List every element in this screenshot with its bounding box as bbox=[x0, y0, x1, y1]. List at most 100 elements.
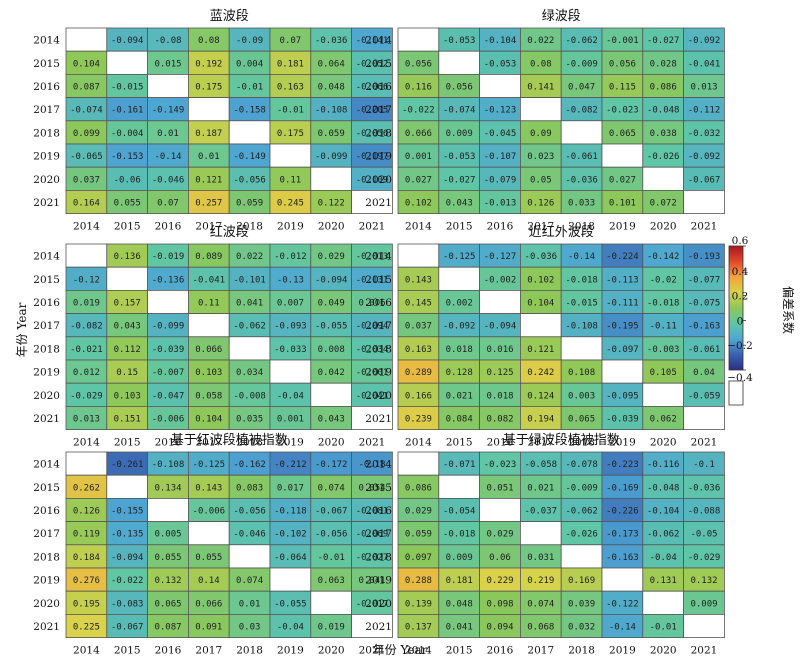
cell-value-label: 0.002 bbox=[446, 299, 473, 309]
x-tick-label: 2015 bbox=[446, 221, 473, 233]
cell-value-label: 0.029 bbox=[318, 252, 345, 262]
panel-title: 基于绿波段植被指数 bbox=[503, 433, 620, 448]
cell-value-label: 0.001 bbox=[277, 415, 304, 425]
cell-value-label: -0.104 bbox=[647, 507, 680, 517]
colorbar-tick-label: 0.4 bbox=[732, 266, 749, 278]
cell-value-label: -0.018 bbox=[565, 275, 598, 285]
x-tick-label: 2020 bbox=[318, 221, 345, 233]
cell-value-label: 0.219 bbox=[527, 576, 554, 586]
heatmap-cell-empty bbox=[601, 359, 644, 384]
cell-value-label: -0.013 bbox=[484, 199, 517, 209]
y-tick-label: 2015 bbox=[365, 58, 392, 70]
cell-value-label: 0.184 bbox=[73, 553, 100, 563]
cell-value-label: 0.034 bbox=[236, 368, 263, 378]
cell-value-label: 0.126 bbox=[527, 199, 554, 209]
cell-value-label: 0.056 bbox=[609, 59, 636, 69]
cell-value-label: -0.108 bbox=[315, 106, 348, 116]
cell-value-label: 0.11 bbox=[198, 299, 220, 309]
cell-value-label: -0.163 bbox=[606, 553, 639, 563]
colorbar: 0.60.40.20−0.2−0.4 bbox=[727, 235, 753, 406]
cell-value-label: -0.118 bbox=[274, 507, 307, 517]
cell-value-label: 0.089 bbox=[195, 252, 222, 262]
cell-value-label: -0.163 bbox=[688, 322, 721, 332]
cell-value-label: -0.048 bbox=[647, 106, 680, 116]
y-tick-label: 2021 bbox=[365, 413, 392, 425]
cell-value-label: -0.226 bbox=[606, 507, 639, 517]
x-tick-label: 2014 bbox=[405, 221, 432, 233]
heatmap-cell-empty bbox=[560, 544, 603, 569]
cell-value-label: -0.036 bbox=[565, 175, 598, 185]
heatmap-cell-empty bbox=[187, 97, 230, 122]
cell-value-label: -0.1 bbox=[693, 460, 715, 470]
cell-value-label: 0.007 bbox=[277, 299, 304, 309]
x-tick-label: 2017 bbox=[195, 645, 222, 657]
cell-value-label: 0.181 bbox=[446, 576, 473, 586]
cell-value-label: 0.102 bbox=[527, 275, 554, 285]
cell-value-label: -0.155 bbox=[111, 507, 144, 517]
cell-value-label: 0.175 bbox=[195, 83, 222, 93]
x-tick-label: 2016 bbox=[487, 221, 514, 233]
cell-value-label: 0.132 bbox=[690, 576, 717, 586]
cell-value-label: -0.039 bbox=[606, 415, 639, 425]
y-tick-label: 2021 bbox=[33, 621, 60, 633]
cell-value-label: 0.08 bbox=[530, 59, 552, 69]
heatmap-cell-empty bbox=[147, 74, 189, 99]
cell-value-label: 0.169 bbox=[568, 576, 595, 586]
cell-value-label: 0.021 bbox=[446, 391, 473, 401]
cell-value-label: 0.289 bbox=[405, 368, 432, 378]
heatmap-panel: 近红外波段 -0.125 -0.127 -0.036 -0.14 -0.224 -0.142… bbox=[365, 224, 725, 449]
cell-value-label: 0.194 bbox=[527, 415, 554, 425]
y-tick-label: 2014 bbox=[365, 459, 392, 471]
cell-value-label: -0.055 bbox=[315, 322, 348, 332]
cell-value-label: -0.135 bbox=[111, 530, 144, 540]
cell-value-label: 0.006 bbox=[358, 299, 385, 309]
y-tick-label: 2020 bbox=[365, 174, 392, 186]
y-tick-label: 2021 bbox=[33, 413, 60, 425]
x-tick-label: 2019 bbox=[609, 437, 636, 449]
cell-value-label: -0.015 bbox=[565, 299, 598, 309]
cell-value-label: -0.123 bbox=[484, 106, 517, 116]
x-tick-label: 2018 bbox=[236, 221, 263, 233]
cell-value-label: 0.043 bbox=[114, 322, 141, 332]
cell-value-label: -0.223 bbox=[606, 460, 639, 470]
cell-value-label: 0.11 bbox=[280, 175, 302, 185]
heatmap-panel: 基于绿波段植被指数-0.071 -0.023 -0.058 -0.078 -0.223-… bbox=[365, 433, 725, 657]
y-tick-label: 2017 bbox=[365, 320, 392, 332]
heatmap-cell-empty bbox=[642, 382, 684, 407]
cell-value-label: 0.017 bbox=[277, 483, 304, 493]
heatmap-cell-empty bbox=[228, 120, 271, 145]
heatmap-cell-empty bbox=[269, 359, 312, 384]
cell-value-label: -0.094 bbox=[484, 322, 517, 332]
heatmap-cell-empty bbox=[310, 166, 352, 191]
cell-value-label: 0.136 bbox=[114, 252, 141, 262]
cell-value-label: -0.027 bbox=[647, 36, 680, 46]
cell-value-label: 0.099 bbox=[73, 129, 100, 139]
heatmap-cell-empty bbox=[397, 243, 440, 268]
cell-value-label: -0.094 bbox=[111, 36, 144, 46]
x-tick-label: 2018 bbox=[236, 645, 263, 657]
heatmap-panel: 绿波段 -0.053 -0.104 0.022 -0.062 -0.001 -0.027 -0… bbox=[365, 9, 725, 233]
cell-value-label: 0.157 bbox=[114, 299, 141, 309]
cell-value-label: 0.103 bbox=[114, 391, 141, 401]
cell-value-label: -0.056 bbox=[233, 507, 266, 517]
cell-value-label: -0.053 bbox=[443, 152, 476, 162]
cell-value-label: -0.018 bbox=[647, 299, 680, 309]
colorbar-tick-label: 0 bbox=[737, 315, 744, 327]
cell-value-label: 0.288 bbox=[405, 576, 432, 586]
cell-value-label: 0.029 bbox=[405, 507, 432, 517]
cell-value-label: 0.101 bbox=[609, 199, 636, 209]
cell-value-label: -0.04 bbox=[277, 623, 304, 633]
cell-value-label: -0.008 bbox=[233, 391, 266, 401]
cell-value-label: -0.095 bbox=[606, 391, 639, 401]
cell-value-label: 0.112 bbox=[114, 345, 141, 355]
cell-value-label: -0.062 bbox=[233, 322, 266, 332]
cell-value-label: -0.027 bbox=[356, 553, 389, 563]
cell-value-label: -0.052 bbox=[356, 59, 389, 69]
cell-value-label: 0.042 bbox=[318, 368, 345, 378]
cell-value-label: 0.084 bbox=[446, 415, 473, 425]
cell-value-label: 0.163 bbox=[277, 83, 304, 93]
cell-value-label: 0.004 bbox=[236, 59, 263, 69]
cell-value-label: 0.195 bbox=[73, 599, 100, 609]
cell-value-label: 0.065 bbox=[154, 599, 181, 609]
